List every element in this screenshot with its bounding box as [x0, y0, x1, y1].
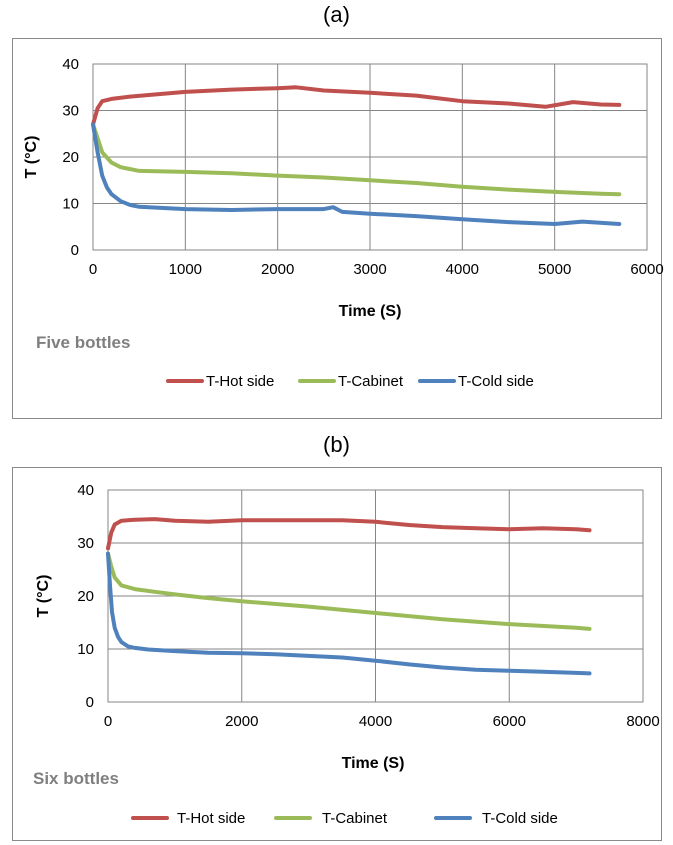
- x-tick-label: 4000: [446, 261, 479, 278]
- x-tick-label: 6000: [630, 261, 663, 278]
- y-tick-label: 40: [77, 482, 94, 499]
- series-line-1: [91, 85, 622, 127]
- panel-a-frame: [12, 38, 662, 419]
- legend-label-1: T-Hot side: [177, 810, 245, 827]
- x-tick-label: 0: [89, 261, 97, 278]
- y-tick-label: 20: [62, 149, 79, 166]
- x-tick-label: 6000: [493, 713, 526, 730]
- x-tick-label: 5000: [538, 261, 571, 278]
- x-axis-title: Time (S): [339, 303, 402, 320]
- y-tick-label: 20: [77, 588, 94, 605]
- panel-a-label: (a): [323, 2, 350, 27]
- x-tick-label: 3000: [353, 261, 386, 278]
- y-tick-label: 30: [77, 535, 94, 552]
- x-tick-label: 0: [104, 713, 112, 730]
- y-tick-label: 0: [71, 242, 79, 259]
- series-line-1: [106, 517, 592, 551]
- x-tick-label: 4000: [359, 713, 392, 730]
- y-tick-label: 0: [86, 694, 94, 711]
- series-line-2: [91, 122, 622, 197]
- x-tick-label: 8000: [626, 713, 659, 730]
- series-line-3: [91, 122, 622, 226]
- y-tick-label: 30: [62, 103, 79, 120]
- x-tick-label: 1000: [169, 261, 202, 278]
- x-tick-label: 2000: [225, 713, 258, 730]
- panel-b-label: (b): [323, 432, 350, 457]
- legend-label-3: T-Cold side: [458, 373, 534, 390]
- y-tick-label: 10: [62, 196, 79, 213]
- chart-annotation: Five bottles: [36, 333, 130, 352]
- chart-annotation: Six bottles: [33, 769, 119, 788]
- y-axis-title: T (°C): [23, 136, 40, 179]
- legend-label-1: T-Hot side: [206, 373, 274, 390]
- x-axis-title: Time (S): [342, 755, 405, 772]
- legend-label-3: T-Cold side: [482, 810, 558, 827]
- y-tick-label: 40: [62, 56, 79, 73]
- series-line-2: [106, 551, 592, 631]
- y-tick-label: 10: [77, 641, 94, 658]
- legend-label-2: T-Cabinet: [322, 810, 388, 827]
- y-axis-title: T (°C): [35, 575, 52, 618]
- series-line-3: [106, 551, 592, 676]
- legend-label-2: T-Cabinet: [338, 373, 404, 390]
- x-tick-label: 2000: [261, 261, 294, 278]
